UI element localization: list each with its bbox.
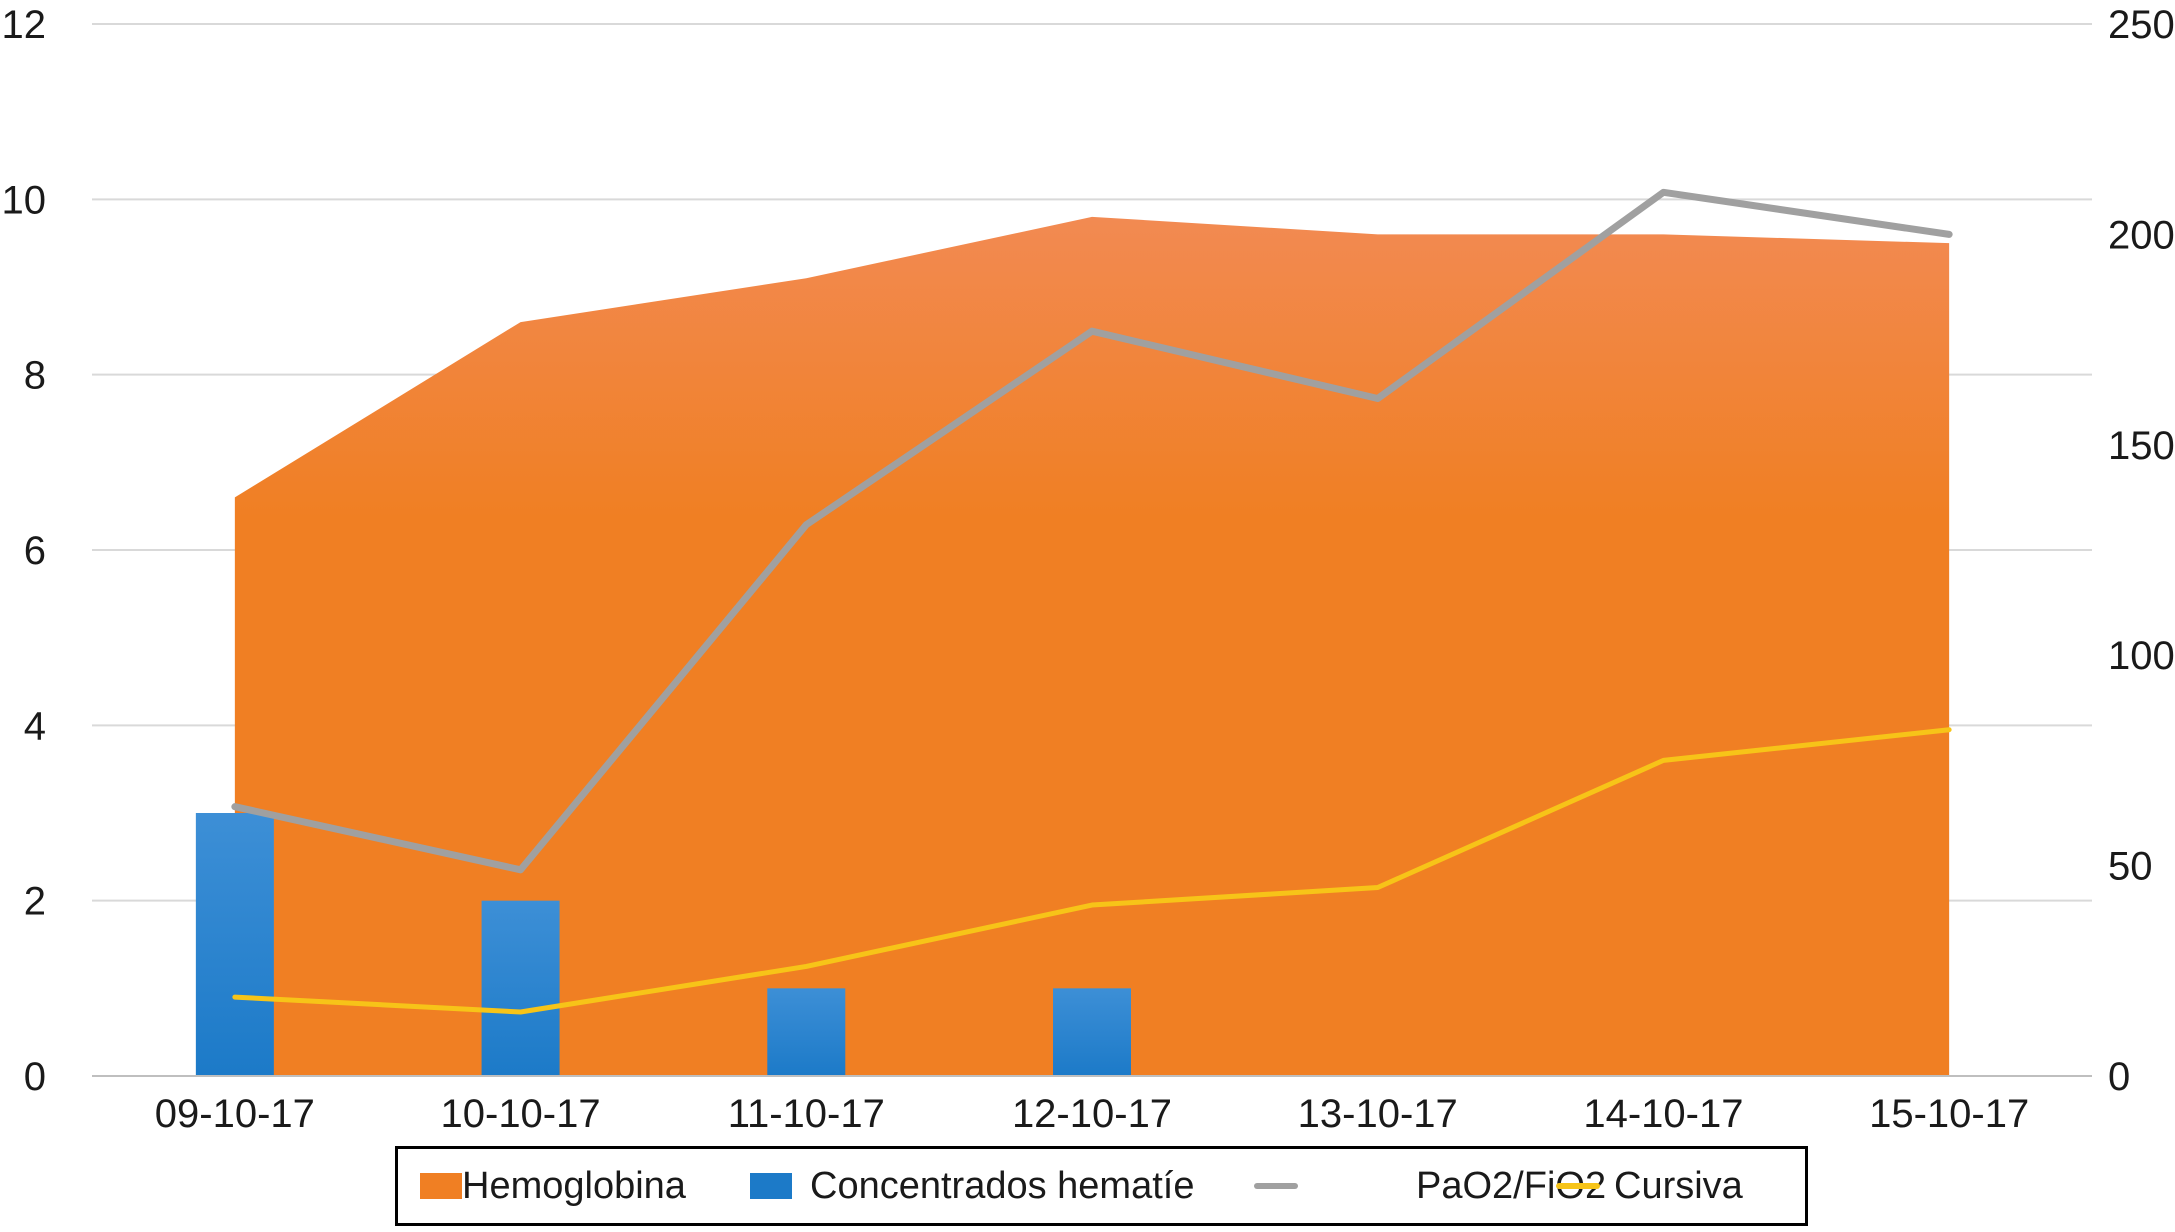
x-tick-label: 14-10-17 bbox=[1583, 1092, 1743, 1136]
legend-swatch-concentrados bbox=[750, 1173, 792, 1199]
legend-label-hemoglobina: Hemoglobina bbox=[462, 1164, 686, 1207]
legend-swatch-cursiva bbox=[1556, 1183, 1600, 1189]
legend-swatch-pao2-fio2 bbox=[1254, 1183, 1298, 1189]
y-left-tick-label: 4 bbox=[24, 704, 46, 748]
concentrados-bars-layer bbox=[195, 813, 1131, 1076]
legend-label-cursiva: Cursiva bbox=[1614, 1164, 1743, 1207]
y-left-tick-label: 8 bbox=[24, 354, 46, 398]
y-left-tick-label: 10 bbox=[2, 178, 47, 222]
legend-item-cursiva: Cursiva bbox=[1556, 1149, 1743, 1223]
hemoglobina-area bbox=[234, 216, 1950, 1076]
y-left-tick-label: 12 bbox=[2, 3, 47, 47]
lines-layer bbox=[231, 188, 1953, 1015]
legend-swatch-hemoglobina bbox=[420, 1173, 462, 1199]
legend-item-pao2-fio2: PaO2/FiO2 bbox=[1254, 1149, 1606, 1223]
legend-item-concentrados: Concentrados hematíe bbox=[750, 1149, 1194, 1223]
y-right-tick-label: 0 bbox=[2108, 1055, 2130, 1099]
concentrados-bar bbox=[1053, 988, 1131, 1076]
legend-label-concentrados: Concentrados hematíe bbox=[810, 1164, 1195, 1207]
cursiva-line bbox=[232, 727, 1952, 1015]
concentrados-bar bbox=[481, 900, 560, 1076]
y-left-tick-label: 6 bbox=[24, 529, 46, 573]
hemoglobina-area-layer bbox=[234, 216, 1950, 1076]
y-right-tick-label: 150 bbox=[2108, 424, 2175, 468]
concentrados-bar bbox=[767, 988, 846, 1076]
y-left-tick-label: 2 bbox=[24, 880, 46, 924]
legend-item-hemoglobina: Hemoglobina bbox=[420, 1149, 686, 1223]
y-right-tick-label: 50 bbox=[2108, 845, 2153, 889]
y-right-tick-label: 200 bbox=[2108, 213, 2175, 257]
y-right-tick-label: 100 bbox=[2108, 634, 2175, 678]
legend: Hemoglobina Concentrados hematíe PaO2/Fi… bbox=[395, 1146, 1808, 1226]
x-tick-label: 10-10-17 bbox=[441, 1092, 601, 1136]
y-right-tick-label: 250 bbox=[2108, 3, 2175, 47]
x-tick-label: 12-10-17 bbox=[1012, 1092, 1172, 1136]
concentrados-bar bbox=[195, 813, 274, 1076]
axes-layer: 0 2 4 6 8 10 12 0 50 100 150 200 250 09-10-17 10-10-17… bbox=[2, 3, 2175, 1136]
y-left-tick-label: 0 bbox=[24, 1055, 46, 1099]
x-tick-label: 09-10-17 bbox=[155, 1092, 315, 1136]
x-tick-label: 15-10-17 bbox=[1869, 1092, 2029, 1136]
pao2-fio2-line bbox=[231, 188, 1953, 874]
x-tick-label: 13-10-17 bbox=[1298, 1092, 1458, 1136]
x-tick-label: 11-10-17 bbox=[728, 1092, 885, 1136]
